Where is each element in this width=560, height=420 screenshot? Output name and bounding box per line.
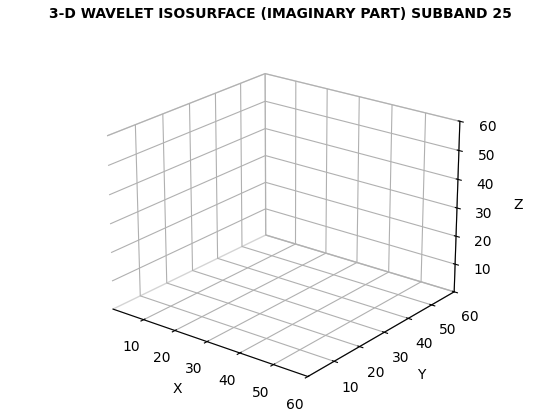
Title: 3-D WAVELET ISOSURFACE (IMAGINARY PART) SUBBAND 25: 3-D WAVELET ISOSURFACE (IMAGINARY PART) … [49, 7, 511, 21]
X-axis label: X: X [173, 382, 183, 396]
Y-axis label: Y: Y [417, 368, 425, 382]
